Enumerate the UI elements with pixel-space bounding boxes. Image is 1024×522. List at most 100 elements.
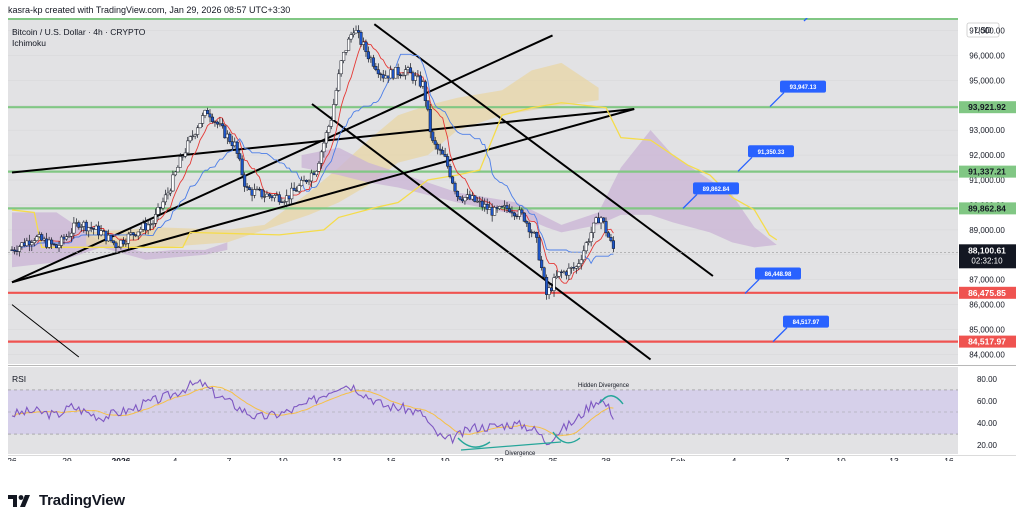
price-callout-label: 86,448.98 bbox=[765, 272, 792, 278]
rsi-tick-label: 60.00 bbox=[977, 397, 998, 406]
main-pane-background[interactable] bbox=[8, 18, 958, 364]
candle-up bbox=[218, 123, 222, 125]
time-axis-ticks[interactable]: 26 29 2026 4 7 10 13 16 19 22 25 28 Feb 4 7 10 13 16 bbox=[8, 456, 954, 461]
candle-down bbox=[485, 204, 489, 210]
candle-up bbox=[201, 115, 205, 124]
candle-down bbox=[238, 153, 242, 160]
divergence-annotations[interactable]: Divergence Hidden Divergence bbox=[457, 383, 630, 457]
price-callout[interactable] bbox=[748, 145, 794, 158]
candle-up bbox=[416, 75, 420, 77]
candle-down bbox=[426, 100, 430, 110]
price-gridlines bbox=[8, 30, 958, 355]
candle-up bbox=[413, 75, 417, 81]
callout-pointer bbox=[772, 327, 788, 343]
candle-up bbox=[193, 134, 197, 137]
price-callout[interactable] bbox=[780, 80, 826, 93]
rising-channel-lower[interactable] bbox=[11, 107, 635, 174]
falling-channel-upper[interactable] bbox=[373, 23, 714, 277]
currency-button[interactable] bbox=[966, 22, 1000, 38]
candle-up bbox=[344, 50, 348, 53]
chart-frame[interactable]: 93,947.13 91,350.33 89,862.84 86,448.98 84,5… bbox=[8, 18, 1016, 461]
candle-up bbox=[225, 133, 229, 139]
candle-up bbox=[552, 277, 556, 291]
candle-up bbox=[233, 141, 237, 147]
level-price-tag-label: 91,337.21 bbox=[968, 167, 1006, 177]
horizontal-levels[interactable] bbox=[8, 18, 958, 343]
candle-down bbox=[295, 190, 299, 192]
candle-up bbox=[94, 225, 98, 230]
tradingview-brand[interactable]: TradingView bbox=[8, 492, 125, 509]
candle-down bbox=[423, 81, 427, 101]
candle-down bbox=[408, 67, 413, 74]
candle-down bbox=[515, 215, 519, 218]
price-callout[interactable] bbox=[755, 267, 801, 280]
candle-down bbox=[451, 176, 455, 184]
trend-channels[interactable] bbox=[11, 23, 714, 361]
candle-up bbox=[342, 52, 346, 61]
candle-up bbox=[324, 132, 328, 144]
candle-down bbox=[480, 200, 484, 208]
candle-down bbox=[131, 232, 135, 235]
candle-up bbox=[352, 32, 356, 36]
falling-channel-lower[interactable] bbox=[311, 103, 652, 361]
candle-up bbox=[401, 74, 405, 77]
price-tick-label: 96,000.00 bbox=[969, 51, 1005, 60]
price-callouts[interactable]: 93,947.13 91,350.33 89,862.84 86,448.98 84,5… bbox=[682, 18, 829, 343]
candle-up bbox=[275, 194, 279, 196]
candle-down bbox=[104, 230, 108, 242]
candle-up bbox=[161, 201, 165, 209]
candle-up bbox=[37, 234, 41, 237]
candle-up bbox=[188, 136, 192, 142]
candle-down bbox=[158, 207, 163, 209]
candle-up bbox=[502, 205, 507, 208]
candle-up bbox=[369, 57, 373, 60]
candle-down bbox=[22, 242, 26, 246]
rsi-lines bbox=[11, 378, 614, 446]
price-callout[interactable] bbox=[693, 182, 739, 195]
candle-up bbox=[421, 81, 425, 87]
candle-down bbox=[250, 189, 254, 196]
candle-down bbox=[50, 239, 54, 245]
price-axis[interactable] bbox=[958, 18, 1016, 461]
chart-svg[interactable]: 93,947.13 91,350.33 89,862.84 86,448.98 84,5… bbox=[8, 18, 1016, 461]
candle-up bbox=[574, 266, 578, 269]
candle-down bbox=[62, 236, 66, 240]
candle-up bbox=[183, 152, 187, 157]
candle-down bbox=[220, 123, 224, 127]
candle-down bbox=[520, 209, 524, 214]
candle-up bbox=[589, 232, 593, 242]
kumo-bear bbox=[301, 130, 777, 248]
level-price-tag bbox=[959, 165, 1016, 178]
candle-down bbox=[243, 174, 247, 187]
candle-up bbox=[59, 236, 64, 246]
tenkan-sen-line bbox=[11, 40, 614, 284]
time-tick-label: 4 bbox=[732, 456, 737, 461]
candle-down bbox=[292, 187, 296, 191]
candle-up bbox=[69, 232, 73, 237]
candle-up bbox=[307, 180, 311, 183]
candle-up bbox=[347, 38, 351, 51]
rising-channel-upper[interactable] bbox=[11, 34, 553, 284]
candle-up bbox=[17, 246, 21, 252]
price-callout[interactable] bbox=[783, 315, 829, 328]
candle-up bbox=[57, 245, 61, 249]
level-price-tag-label: 93,921.92 bbox=[968, 102, 1006, 112]
candle-up bbox=[332, 104, 336, 121]
time-tick-label: 7 bbox=[785, 456, 790, 461]
candle-up bbox=[309, 172, 314, 182]
current-price-tag: 88,100.61 02:32:10 bbox=[959, 244, 1016, 269]
candle-up bbox=[87, 227, 91, 232]
candle-up bbox=[282, 201, 286, 203]
candle-up bbox=[394, 67, 398, 79]
time-tick-label: 13 bbox=[889, 456, 899, 461]
time-tick-label: 10 bbox=[278, 456, 288, 461]
candle-down bbox=[460, 198, 464, 202]
short-trend-line[interactable] bbox=[11, 304, 80, 358]
currency-label[interactable]: USD bbox=[975, 26, 992, 35]
price-tick-label: 93,000.00 bbox=[969, 126, 1005, 135]
candle-up bbox=[403, 69, 408, 76]
candle-down bbox=[597, 217, 601, 224]
candle-down bbox=[15, 250, 19, 253]
rising-channel-lower-line[interactable] bbox=[11, 108, 635, 284]
candle-down bbox=[144, 222, 148, 231]
